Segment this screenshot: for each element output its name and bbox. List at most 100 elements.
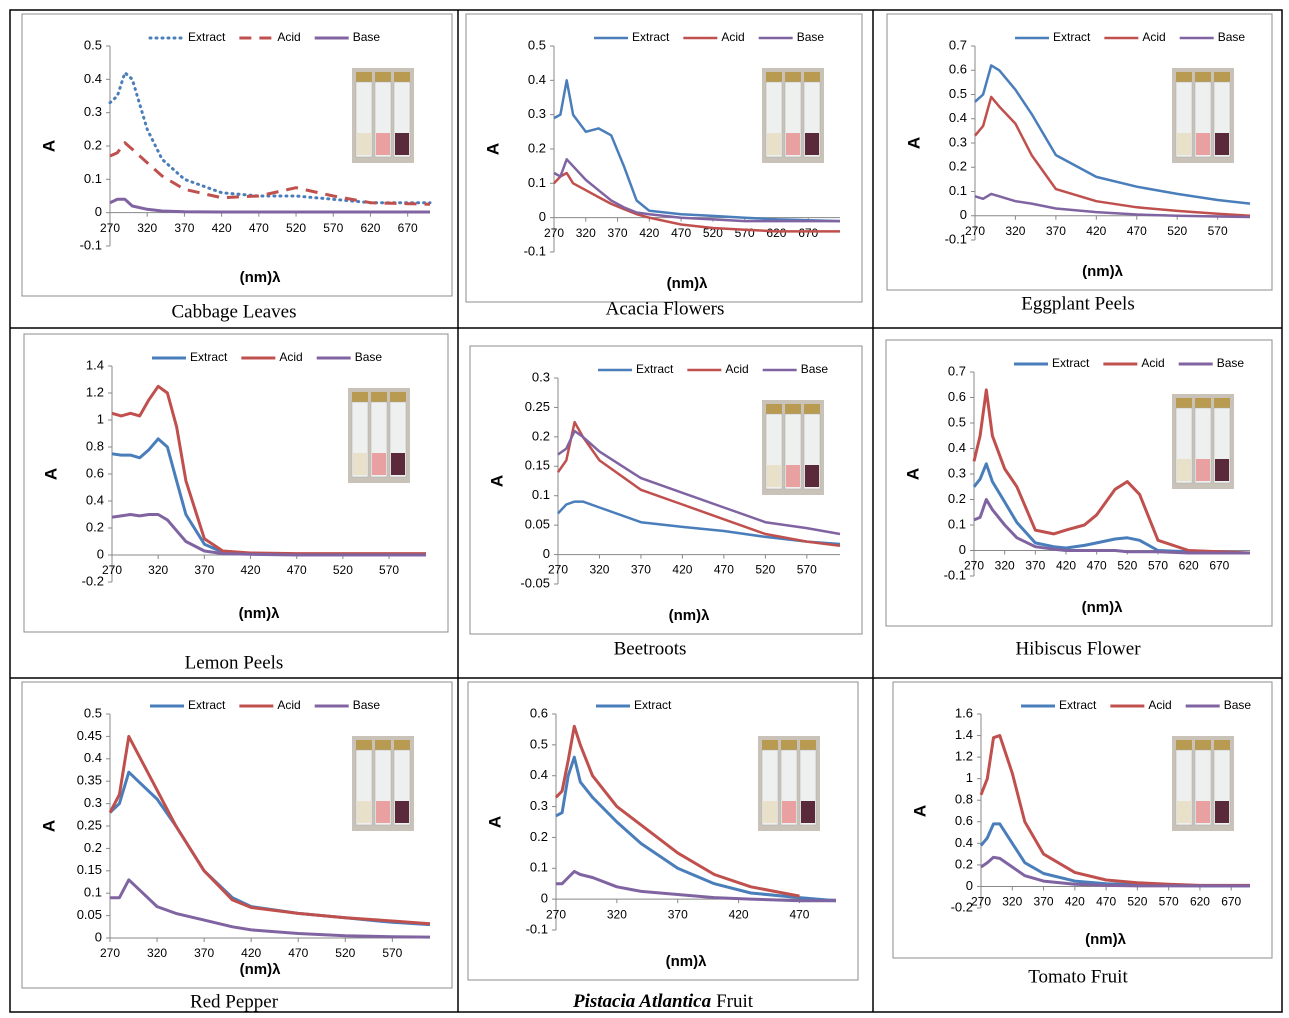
y-tick-label: 1.4 <box>86 357 104 372</box>
vial-liquid <box>1177 133 1191 155</box>
y-tick-label: 0.7 <box>948 363 966 378</box>
x-tick-label: 520 <box>1167 224 1187 238</box>
y-tick-label: 0.3 <box>949 134 967 149</box>
x-tick-label: 470 <box>789 907 809 921</box>
legend-label: Extract <box>1053 30 1091 44</box>
legend-label: Acid <box>1148 698 1171 712</box>
x-tick-label: 570 <box>1159 895 1179 909</box>
legend-label: Acid <box>279 350 302 364</box>
x-axis-label: (nm)λ <box>240 269 281 286</box>
legend-label: Base <box>353 30 381 44</box>
x-tick-label: 470 <box>714 563 734 577</box>
y-tick-label: 0.6 <box>948 389 966 404</box>
x-tick-label: 620 <box>766 226 786 240</box>
y-tick-label: -0.1 <box>526 921 548 936</box>
x-tick-label: 670 <box>798 226 818 240</box>
y-tick-label: 0 <box>95 204 102 219</box>
sample-photo <box>1172 68 1234 163</box>
x-tick-label: 420 <box>212 221 232 235</box>
series-line <box>974 64 1251 205</box>
y-tick-label: 0.3 <box>84 104 102 119</box>
y-tick-label: 0.2 <box>532 428 550 443</box>
series-line <box>110 878 431 939</box>
x-tick-label: 620 <box>360 221 380 235</box>
y-tick-label: 0.3 <box>84 795 102 810</box>
series-line <box>973 498 1250 555</box>
vial-cap <box>356 72 372 82</box>
vial-liquid <box>1215 459 1229 481</box>
sample-photo <box>758 736 820 831</box>
x-tick-label: 370 <box>194 563 214 577</box>
x-tick-label: 370 <box>608 226 628 240</box>
y-tick-label: 0.6 <box>955 813 973 828</box>
x-tick-label: 320 <box>589 563 609 577</box>
x-axis-label: (nm)λ <box>1085 931 1126 948</box>
series-line <box>974 192 1251 219</box>
y-tick-label: 1 <box>966 770 973 785</box>
vial-liquid <box>1177 459 1191 481</box>
sample-photo <box>762 68 824 163</box>
x-tick-label: 320 <box>148 563 168 577</box>
caption-text: Fruit <box>716 991 754 1012</box>
x-tick-label: 270 <box>964 559 984 573</box>
y-tick-label: 0.4 <box>948 440 966 455</box>
x-tick-label: 570 <box>323 221 343 235</box>
legend-label: Base <box>1217 356 1245 370</box>
x-tick-label: 370 <box>174 221 194 235</box>
vial-liquid <box>395 133 409 155</box>
vial-liquid <box>1215 133 1229 155</box>
y-tick-label: 0.5 <box>530 736 548 751</box>
y-tick-label: 0.5 <box>949 86 967 101</box>
vial-cap <box>394 740 410 750</box>
series-line <box>557 429 841 536</box>
vial-cap <box>352 392 368 402</box>
y-tick-label: 0.5 <box>528 37 546 52</box>
legend-label: Base <box>353 698 381 712</box>
legend-label: Extract <box>1052 356 1090 370</box>
x-tick-label: 520 <box>333 563 353 577</box>
caption: Cabbage Leaves <box>171 301 296 322</box>
vial-cap <box>1176 72 1192 82</box>
x-tick-label: 420 <box>639 226 659 240</box>
x-tick-label: 570 <box>735 226 755 240</box>
series-line <box>980 855 1250 888</box>
vial-cap <box>375 72 391 82</box>
x-tick-label: 520 <box>286 221 306 235</box>
vial-liquid <box>805 465 819 487</box>
y-tick-label: 1.4 <box>955 727 973 742</box>
y-tick-label: -0.1 <box>944 567 966 582</box>
y-tick-label: 0.5 <box>84 705 102 720</box>
vial-cap <box>785 404 801 414</box>
legend-label: Acid <box>721 30 744 44</box>
y-tick-label: 0.3 <box>532 369 550 384</box>
y-tick-label: 0.1 <box>84 885 102 900</box>
x-tick-label: 670 <box>1221 895 1241 909</box>
caption: Beetroots <box>614 638 687 659</box>
vial-liquid <box>391 453 405 475</box>
y-tick-label: 0.8 <box>955 792 973 807</box>
y-tick-label: 0.15 <box>77 862 102 877</box>
caption: Hibiscus Flower <box>1015 638 1141 659</box>
vial-cap <box>800 740 816 750</box>
vial-liquid <box>395 801 409 823</box>
x-tick-label: 420 <box>1065 895 1085 909</box>
y-tick-label: 0.3 <box>530 798 548 813</box>
y-tick-label: 0.2 <box>955 856 973 871</box>
y-tick-label: 0.4 <box>949 110 967 125</box>
y-axis-label: A <box>39 140 58 152</box>
x-tick-label: 570 <box>1208 224 1228 238</box>
x-tick-label: 420 <box>672 563 692 577</box>
y-tick-label: 0.1 <box>530 860 548 875</box>
series-line <box>972 462 1251 555</box>
sample-photo <box>1172 394 1234 489</box>
legend-label: Base <box>801 362 829 376</box>
series-line <box>556 869 836 903</box>
y-axis-label: A <box>903 468 922 480</box>
x-axis-label: (nm)λ <box>666 953 707 970</box>
x-axis-label: (nm)λ <box>667 275 708 292</box>
x-tick-label: 270 <box>100 946 120 960</box>
y-tick-label: 0 <box>95 929 102 944</box>
legend-label: Extract <box>1059 698 1097 712</box>
legend-label: Extract <box>636 362 674 376</box>
vial-liquid <box>357 801 371 823</box>
